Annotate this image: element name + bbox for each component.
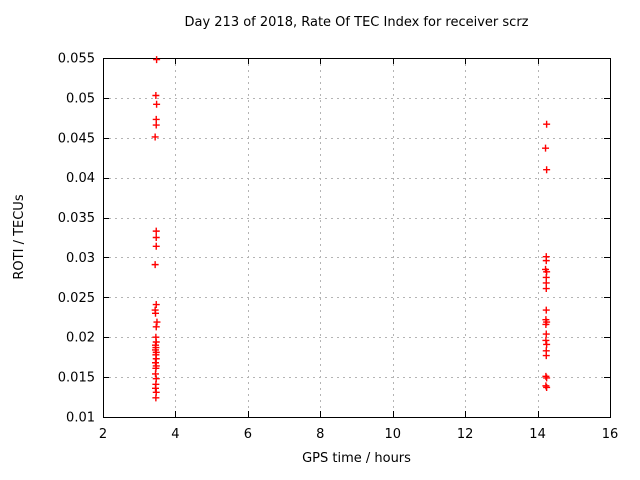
data-point-marker [152, 91, 160, 99]
chart-title: Day 213 of 2018, Rate Of TEC Index for r… [184, 15, 529, 30]
data-point-marker [543, 374, 551, 382]
data-point-marker [543, 120, 551, 128]
data-point-marker [152, 227, 160, 235]
data-point-marker [543, 166, 551, 174]
x-tick-label: 6 [244, 427, 252, 442]
x-tick-label: 2 [99, 427, 107, 442]
data-point-marker [152, 242, 160, 250]
x-tick-labels: 2 4 6 8 10 12 14 16 [99, 427, 618, 442]
data-point-marker [152, 301, 160, 309]
y-tick-label: 0.01 [66, 411, 95, 426]
x-tick-label: 14 [529, 427, 546, 442]
y-tick-label: 0.025 [58, 291, 95, 306]
data-point-marker [152, 234, 160, 241]
data-point-marker [152, 323, 160, 331]
x-tick-label: 12 [457, 427, 474, 442]
data-point-marker [151, 261, 159, 269]
axis-ticks [103, 58, 611, 418]
data-point-marker [542, 257, 550, 265]
x-axis-label: GPS time / hours [302, 451, 411, 466]
y-tick-label: 0.04 [66, 171, 95, 186]
data-point-marker [542, 336, 550, 344]
data-point-marker [542, 144, 550, 152]
data-point-marker [542, 320, 550, 328]
data-point-marker [542, 306, 550, 314]
y-tick-label: 0.02 [66, 331, 95, 346]
data-point-marker [152, 394, 160, 402]
y-tick-label: 0.05 [66, 91, 95, 106]
data-point-marker [152, 384, 160, 392]
data-point-marker [152, 370, 160, 378]
data-point-marker [153, 56, 161, 64]
x-tick-label: 8 [316, 427, 324, 442]
data-point-marker [151, 133, 159, 141]
y-tick-label: 0.03 [66, 251, 95, 266]
y-tick-label: 0.055 [58, 52, 95, 67]
data-point-marker [543, 383, 551, 391]
data-point-marker [542, 372, 550, 380]
y-tick-label: 0.015 [58, 371, 95, 386]
data-point-marker [543, 340, 551, 348]
data-point-marker [542, 352, 550, 360]
x-tick-label: 10 [384, 427, 401, 442]
x-tick-label: 4 [171, 427, 179, 442]
data-point-marker [152, 309, 160, 317]
y-tick-label: 0.045 [58, 131, 95, 146]
plot-frame [103, 58, 611, 418]
gridlines [103, 58, 610, 417]
data-point-marker [153, 318, 161, 326]
data-point-marker [542, 285, 550, 293]
y-tick-labels: 0.01 0.015 0.02 0.025 0.03 0.035 0.04 0.045 0.05… [58, 52, 95, 426]
y-tick-label: 0.035 [58, 211, 95, 226]
data-point-marker [152, 355, 160, 363]
data-point-marker [152, 121, 160, 129]
data-points [151, 56, 551, 402]
data-point-marker [542, 382, 550, 390]
data-point-marker [542, 330, 550, 338]
data-point-marker [153, 100, 161, 108]
x-tick-label: 16 [602, 427, 619, 442]
